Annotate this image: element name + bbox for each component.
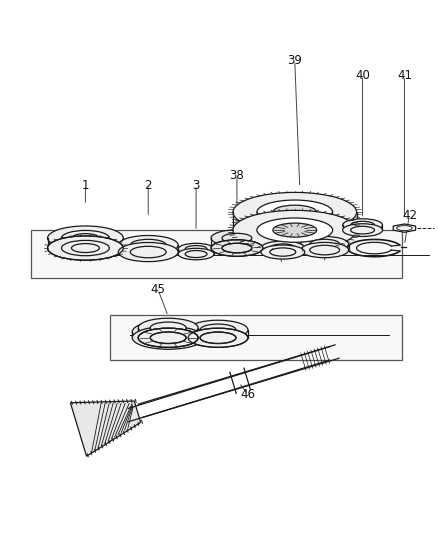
Ellipse shape [150,332,186,343]
Ellipse shape [185,251,207,257]
Ellipse shape [222,233,251,243]
Ellipse shape [256,200,332,224]
Text: 43: 43 [317,212,332,224]
Ellipse shape [47,236,123,260]
Ellipse shape [187,328,247,348]
Ellipse shape [187,320,247,340]
Ellipse shape [61,240,109,256]
Text: 44: 44 [255,212,270,224]
Ellipse shape [260,245,304,259]
Text: 38: 38 [229,169,244,182]
Ellipse shape [350,227,374,234]
Ellipse shape [269,248,295,256]
Polygon shape [110,315,402,360]
Ellipse shape [260,241,304,255]
Ellipse shape [132,320,204,343]
Ellipse shape [130,239,166,251]
Text: 2: 2 [144,179,152,192]
Ellipse shape [47,226,123,250]
Ellipse shape [138,322,198,341]
Ellipse shape [233,211,356,250]
Text: 46: 46 [240,388,255,401]
Ellipse shape [138,328,198,348]
Ellipse shape [350,221,374,229]
Polygon shape [392,224,415,232]
Ellipse shape [233,192,356,232]
Ellipse shape [300,237,348,252]
Ellipse shape [272,205,316,219]
Text: 41: 41 [396,69,411,82]
Ellipse shape [222,243,251,253]
Ellipse shape [300,243,348,258]
Ellipse shape [309,245,339,255]
Text: 45: 45 [150,284,165,296]
Polygon shape [31,230,402,278]
Ellipse shape [178,248,214,260]
Text: 40: 40 [354,69,369,82]
Ellipse shape [138,318,198,337]
Text: 3: 3 [192,179,199,192]
Ellipse shape [61,230,109,246]
Ellipse shape [71,244,99,253]
Ellipse shape [130,246,166,258]
Text: 42: 42 [401,208,416,222]
Ellipse shape [132,326,204,349]
Ellipse shape [342,219,381,231]
Ellipse shape [211,230,262,246]
Ellipse shape [118,243,178,262]
Ellipse shape [71,233,99,243]
Ellipse shape [200,332,235,343]
Ellipse shape [118,236,178,255]
Ellipse shape [256,218,332,242]
Polygon shape [70,401,141,456]
Ellipse shape [309,239,339,249]
Ellipse shape [178,243,214,255]
Ellipse shape [342,224,381,237]
Ellipse shape [150,322,186,334]
Text: 1: 1 [81,179,89,192]
Ellipse shape [138,328,198,348]
Ellipse shape [211,240,262,256]
Text: 39: 39 [286,54,301,67]
Ellipse shape [272,223,316,237]
Ellipse shape [200,324,235,336]
Ellipse shape [185,246,207,253]
Ellipse shape [269,244,295,252]
